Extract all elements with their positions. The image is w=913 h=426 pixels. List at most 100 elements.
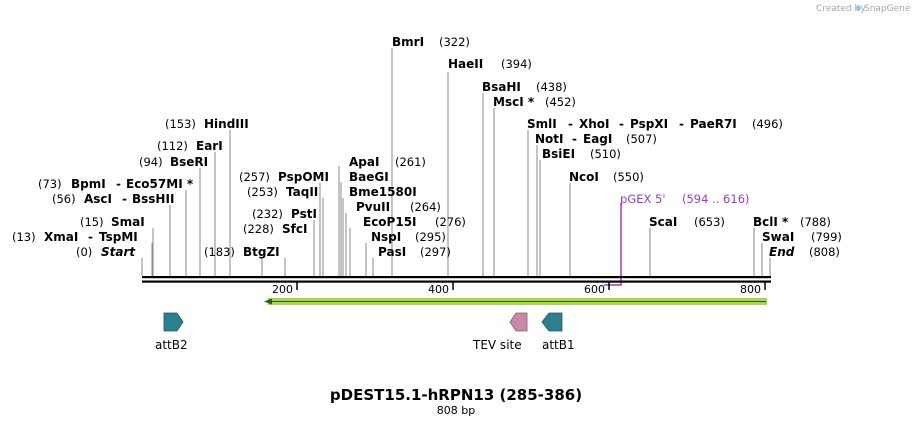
site-label: AscI <box>84 192 112 206</box>
site-position: (297) <box>420 245 451 259</box>
svg-text:-: - <box>116 177 121 191</box>
site-label: PstI <box>291 207 317 221</box>
site-position: (56) <box>52 192 76 206</box>
arrow-left-icon <box>264 298 272 305</box>
site-label: HindIII <box>204 117 249 131</box>
site-position: (264) <box>410 200 441 214</box>
site-position: (13) <box>12 230 36 244</box>
svg-text:-: - <box>122 192 127 206</box>
svg-text:-: - <box>88 230 93 244</box>
start-label: Start <box>101 245 136 259</box>
site-position: (550) <box>613 170 644 184</box>
site-position: (808) <box>809 245 840 259</box>
site-position: (232) <box>252 207 283 221</box>
feature-label: attB1 <box>542 338 575 352</box>
sequence-backbone <box>142 276 771 283</box>
svg-text:-: - <box>568 117 573 131</box>
site-label: Bme1580I <box>349 185 417 199</box>
feature-attb1[interactable]: attB1 <box>541 312 575 352</box>
primer-pgex-5[interactable]: pGEX 5' (594 .. 616) <box>604 192 750 286</box>
site-position: (15) <box>80 215 104 229</box>
feature-label: attB2 <box>155 338 188 352</box>
orf-arrow[interactable] <box>264 298 767 305</box>
feature-arrow-left-icon <box>541 312 563 332</box>
primer-label: pGEX 5' <box>620 192 666 206</box>
credit-prefix: Created by <box>816 4 866 14</box>
site-label: BpmI <box>71 177 106 191</box>
end-label: End <box>769 245 795 259</box>
feature-tev-site[interactable]: TEV site <box>472 312 528 352</box>
site-label: BmrI <box>392 35 424 49</box>
site-label: XhoI <box>579 117 610 131</box>
site-label: ApaI <box>349 155 379 169</box>
primer-range: (594 .. 616) <box>682 192 750 206</box>
site-label: BssHII <box>132 192 174 206</box>
site-label: SmaI <box>111 215 145 229</box>
site-position: (112) <box>157 139 188 153</box>
snapgene-logo-icon: ❦ <box>855 4 863 14</box>
site-position: (228) <box>243 222 274 236</box>
site-position: (788) <box>800 215 831 229</box>
svg-text:-: - <box>679 117 684 131</box>
site-label: EarI <box>196 139 223 153</box>
feature-arrow-left-icon <box>509 312 528 332</box>
site-label: NspI <box>371 230 401 244</box>
site-position: (94) <box>139 155 163 169</box>
site-position: (73) <box>38 177 62 191</box>
site-label: NotI <box>535 132 564 146</box>
site-label: BclI * <box>753 215 789 229</box>
tick-label: 400 <box>428 283 449 296</box>
site-position: (0) <box>76 245 92 259</box>
tick-label: 200 <box>272 283 293 296</box>
site-label: BaeGI <box>349 170 389 184</box>
tick-label: 800 <box>740 283 761 296</box>
site-label: PaeR7I <box>690 117 737 131</box>
site-label: EagI <box>583 132 612 146</box>
site-position: (295) <box>415 230 446 244</box>
site-label: PspXI <box>630 117 668 131</box>
site-labels: BmrI (322) HaeII (394) BsaHI (438) MscI … <box>12 35 842 259</box>
site-position: (394) <box>501 57 532 71</box>
site-position: (438) <box>536 80 567 94</box>
site-label: PasI <box>378 245 406 259</box>
feature-attb2[interactable]: attB2 <box>155 312 188 352</box>
site-label: EcoP15I <box>363 215 417 229</box>
site-label: TaqII <box>286 185 318 199</box>
site-label: SfcI <box>282 222 307 236</box>
site-position: (496) <box>752 117 783 131</box>
feature-arrow-right-icon <box>163 312 184 332</box>
site-label: XmaI <box>44 230 78 244</box>
site-position: (653) <box>694 215 725 229</box>
svg-text:-: - <box>619 117 624 131</box>
site-label: BsaHI <box>482 80 521 94</box>
credit-brand: SnapGene <box>864 4 911 14</box>
site-label: SwaI <box>762 230 794 244</box>
site-position: (257) <box>239 170 270 184</box>
site-position: (322) <box>439 35 470 49</box>
site-position: (510) <box>590 147 621 161</box>
site-position: (507) <box>626 132 657 146</box>
map-title: pDEST15.1-hRPN13 (285-386) <box>330 386 582 404</box>
site-position: (183) <box>204 245 235 259</box>
site-position: (799) <box>811 230 842 244</box>
site-label: MscI * <box>493 95 535 109</box>
site-label: NcoI <box>569 170 599 184</box>
site-position: (452) <box>545 95 576 109</box>
site-position: (276) <box>435 215 466 229</box>
site-label: SmlI <box>527 117 557 131</box>
site-label: Eco57MI * <box>126 177 194 191</box>
ruler: 200 400 600 800 <box>272 282 766 296</box>
site-label: PspOMI <box>278 170 329 184</box>
tick-label: 600 <box>584 283 605 296</box>
site-label: HaeII <box>448 57 483 71</box>
svg-text:-: - <box>572 132 577 146</box>
site-position: (261) <box>395 155 426 169</box>
site-label: BtgZI <box>243 245 280 259</box>
feature-label: TEV site <box>472 338 522 352</box>
site-label: TspMI <box>99 230 138 244</box>
site-label: PvuII <box>356 200 390 214</box>
site-label: BsiEI <box>542 147 575 161</box>
site-position: (253) <box>247 185 278 199</box>
site-label: BseRI <box>170 155 208 169</box>
